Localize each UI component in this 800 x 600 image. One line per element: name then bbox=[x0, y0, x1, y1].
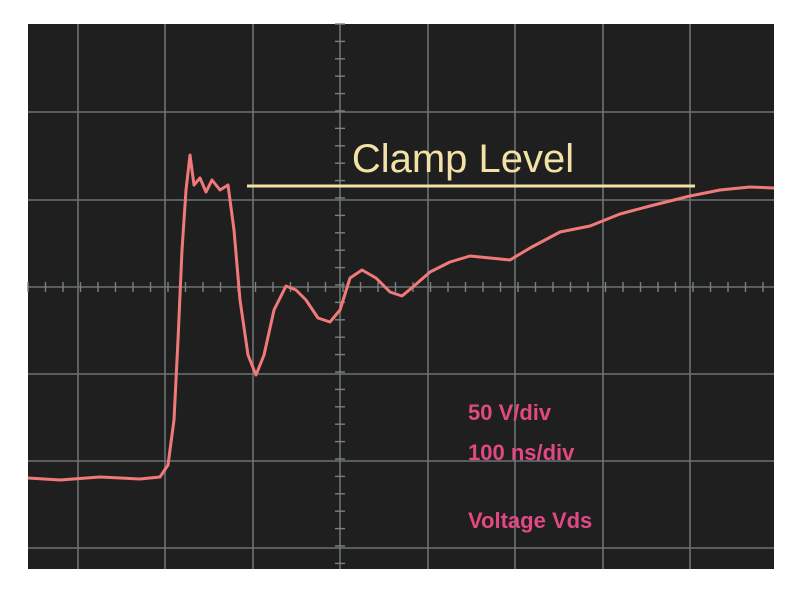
clamp-label: Clamp Level bbox=[352, 137, 574, 181]
waveform bbox=[27, 153, 775, 482]
horizontal-scale: 100 ns/div bbox=[468, 440, 575, 465]
center-ticks bbox=[27, 23, 764, 565]
graticule bbox=[28, 24, 774, 569]
vertical-scale: 50 V/div bbox=[468, 400, 552, 425]
signal-label: Voltage Vds bbox=[468, 508, 592, 533]
